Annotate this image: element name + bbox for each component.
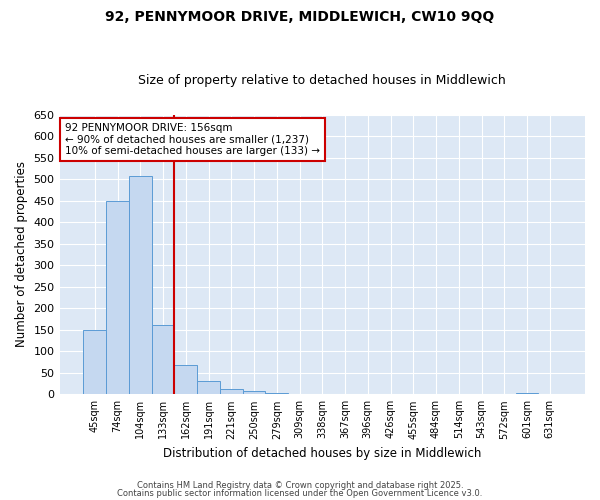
Bar bbox=[265, 392, 288, 394]
Text: 92 PENNYMOOR DRIVE: 156sqm
← 90% of detached houses are smaller (1,237)
10% of s: 92 PENNYMOOR DRIVE: 156sqm ← 90% of deta… bbox=[65, 123, 320, 156]
Bar bbox=[515, 392, 538, 394]
Bar bbox=[83, 330, 106, 394]
Bar bbox=[220, 388, 242, 394]
Bar bbox=[197, 380, 220, 394]
Text: 92, PENNYMOOR DRIVE, MIDDLEWICH, CW10 9QQ: 92, PENNYMOOR DRIVE, MIDDLEWICH, CW10 9Q… bbox=[106, 10, 494, 24]
Bar bbox=[175, 365, 197, 394]
Y-axis label: Number of detached properties: Number of detached properties bbox=[15, 162, 28, 348]
Text: Contains public sector information licensed under the Open Government Licence v3: Contains public sector information licen… bbox=[118, 488, 482, 498]
Bar bbox=[106, 200, 129, 394]
Bar bbox=[242, 391, 265, 394]
Bar bbox=[129, 176, 152, 394]
X-axis label: Distribution of detached houses by size in Middlewich: Distribution of detached houses by size … bbox=[163, 447, 481, 460]
Title: Size of property relative to detached houses in Middlewich: Size of property relative to detached ho… bbox=[139, 74, 506, 87]
Bar bbox=[152, 326, 175, 394]
Text: Contains HM Land Registry data © Crown copyright and database right 2025.: Contains HM Land Registry data © Crown c… bbox=[137, 481, 463, 490]
